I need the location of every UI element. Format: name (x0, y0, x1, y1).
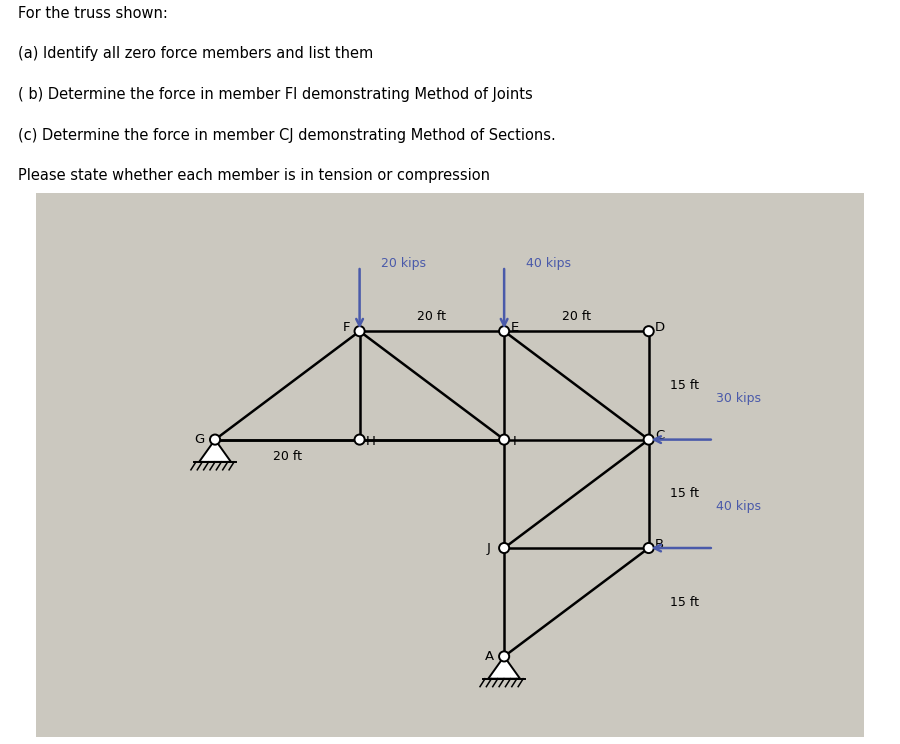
Text: (a) Identify all zero force members and list them: (a) Identify all zero force members and … (18, 46, 373, 62)
Text: 20 ft: 20 ft (418, 310, 446, 322)
Text: 40 kips: 40 kips (526, 257, 571, 271)
Circle shape (644, 326, 653, 336)
Text: ( b) Determine the force in member FI demonstrating Method of Joints: ( b) Determine the force in member FI de… (18, 87, 533, 102)
Circle shape (355, 326, 365, 336)
Circle shape (500, 543, 509, 553)
Text: B: B (655, 538, 664, 551)
Circle shape (500, 434, 509, 445)
Circle shape (500, 651, 509, 661)
Text: For the truss shown:: For the truss shown: (18, 6, 168, 21)
Text: 15 ft: 15 ft (670, 596, 699, 609)
Circle shape (644, 543, 653, 553)
Text: 15 ft: 15 ft (670, 487, 699, 500)
Circle shape (500, 326, 509, 336)
Circle shape (644, 434, 653, 445)
Text: 40 kips: 40 kips (716, 500, 760, 513)
Text: G: G (194, 433, 204, 446)
Text: 20 ft: 20 ft (273, 450, 302, 464)
FancyBboxPatch shape (32, 190, 868, 740)
Text: C: C (655, 429, 664, 443)
Text: J: J (486, 542, 491, 554)
Polygon shape (488, 656, 520, 679)
Text: I: I (513, 434, 517, 448)
Text: D: D (654, 321, 664, 334)
Circle shape (210, 434, 220, 445)
Text: A: A (485, 650, 494, 663)
Polygon shape (199, 440, 231, 462)
Circle shape (355, 434, 365, 445)
Text: Please state whether each member is in tension or compression: Please state whether each member is in t… (18, 168, 490, 183)
Text: F: F (343, 321, 350, 334)
Text: 30 kips: 30 kips (716, 392, 760, 405)
Text: (c) Determine the force in member CJ demonstrating Method of Sections.: (c) Determine the force in member CJ dem… (18, 128, 556, 143)
Text: 20 ft: 20 ft (562, 310, 591, 322)
Text: E: E (511, 321, 519, 334)
Text: 20 kips: 20 kips (382, 257, 427, 271)
Text: H: H (365, 434, 375, 448)
Text: 15 ft: 15 ft (670, 379, 699, 392)
